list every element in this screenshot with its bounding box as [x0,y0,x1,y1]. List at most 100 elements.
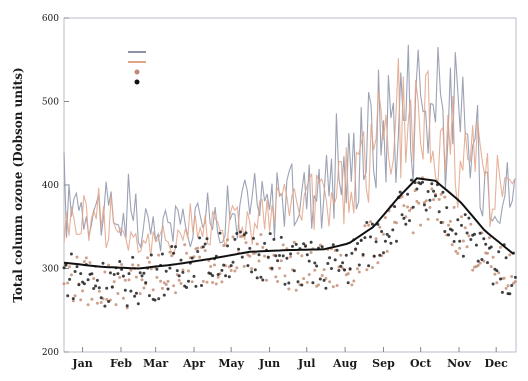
data-point [226,238,229,242]
data-point [385,232,389,236]
data-point [211,274,215,278]
data-point [499,277,502,281]
data-point [406,205,410,209]
data-point [274,275,278,279]
data-point [307,273,311,276]
data-point [367,223,371,227]
data-point [389,241,393,245]
data-point [183,243,187,247]
data-point [220,268,224,272]
data-point [177,278,181,282]
data-point [84,256,88,260]
data-point [409,178,413,182]
data-point [229,264,233,268]
data-point [447,223,450,227]
data-point [142,271,146,275]
x-tick-label: May [218,357,244,370]
data-point [348,267,352,271]
data-point [471,268,475,272]
data-point [491,255,495,259]
data-point [129,289,133,293]
data-point [90,272,94,276]
data-point [510,284,514,287]
data-point [330,267,333,270]
data-point [411,231,415,235]
data-point [203,242,207,246]
data-point [226,244,229,248]
data-point [448,219,452,223]
data-point [287,281,291,285]
x-tick-label: Jun [258,357,280,370]
data-point [242,264,246,268]
data-point [253,268,257,272]
data-point [205,280,209,284]
data-point [179,258,183,262]
data-point [497,271,501,275]
data-point [103,270,107,274]
y-tick-label: 500 [42,98,59,108]
data-point [476,264,480,267]
data-point [406,192,410,196]
data-point [328,280,332,284]
data-point [456,252,460,255]
data-point [203,249,207,253]
data-point [220,280,224,284]
data-point [194,284,198,288]
data-point [97,286,101,290]
data-point [233,269,237,273]
data-point [64,263,68,267]
data-point [411,205,415,209]
data-point [62,266,66,270]
data-point [244,231,248,235]
data-point [157,297,161,301]
data-point [482,259,486,263]
data-point [200,284,203,287]
data-point [469,222,473,226]
data-point [71,299,75,303]
data-point [110,285,114,289]
data-point [415,187,419,191]
data-point [235,266,239,270]
data-point [415,199,419,203]
data-point [357,270,361,274]
x-tick-label: Mar [143,357,168,370]
data-point [179,282,183,285]
data-point [320,245,324,249]
data-point [383,216,387,220]
data-point [73,270,77,273]
data-point [86,303,90,307]
data-point [437,197,441,201]
data-point [450,243,454,247]
data-point [500,290,504,294]
data-point [77,283,81,287]
data-point [339,253,343,257]
data-point [222,244,226,247]
data-point [255,276,259,280]
data-point [66,294,70,298]
data-point [432,189,436,193]
data-point [331,285,335,289]
data-point [382,232,385,236]
data-point [426,217,430,221]
data-point [62,282,66,286]
data-point [101,261,105,265]
data-point [370,222,374,226]
x-tick-label: Oct [410,357,432,370]
data-point [164,283,168,286]
data-point [120,263,124,266]
x-tick-label: Jan [71,357,92,370]
data-point [190,280,194,284]
data-point [315,264,319,268]
data-point [231,235,235,239]
data-point [95,301,99,305]
data-point [478,231,482,235]
data-point [343,268,346,272]
data-point [69,273,73,277]
data-point [244,241,248,245]
data-point [147,260,151,264]
data-point [504,286,508,290]
data-point [133,294,137,298]
data-point [144,281,148,285]
data-point [391,228,395,232]
data-point [283,274,287,278]
